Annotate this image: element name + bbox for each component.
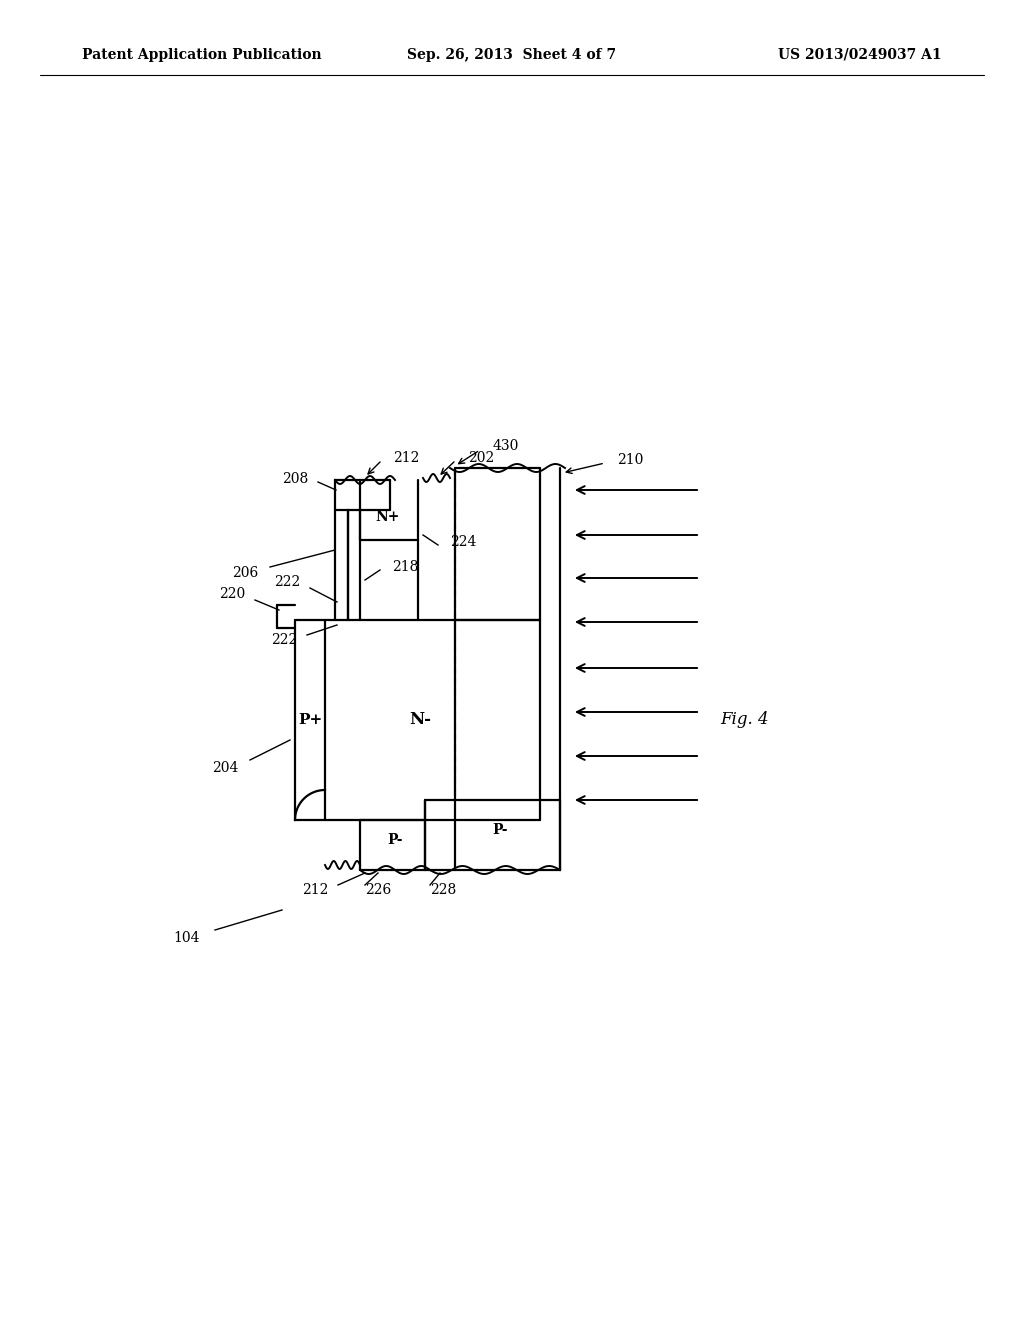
Text: 220: 220 [219, 587, 245, 601]
Text: 224: 224 [450, 535, 476, 549]
Text: 206: 206 [231, 566, 258, 579]
Text: 104: 104 [173, 931, 200, 945]
Text: P-: P- [493, 822, 508, 837]
Text: Fig. 4: Fig. 4 [720, 711, 769, 729]
Text: 212: 212 [302, 883, 328, 898]
Text: N-: N- [409, 711, 431, 729]
Text: 208: 208 [282, 473, 308, 486]
Text: 210: 210 [617, 453, 643, 467]
Text: Sep. 26, 2013  Sheet 4 of 7: Sep. 26, 2013 Sheet 4 of 7 [408, 48, 616, 62]
Text: 204: 204 [212, 762, 238, 775]
Text: 222: 222 [273, 576, 300, 589]
Text: N+: N+ [376, 510, 400, 524]
Text: 430: 430 [493, 440, 519, 453]
Text: P-: P- [387, 833, 402, 847]
Text: 228: 228 [430, 883, 457, 898]
Text: 202: 202 [468, 451, 495, 465]
Text: P+: P+ [298, 713, 323, 727]
Text: 226: 226 [365, 883, 391, 898]
Text: 212: 212 [393, 451, 420, 465]
Text: 222: 222 [270, 634, 297, 647]
Text: US 2013/0249037 A1: US 2013/0249037 A1 [778, 48, 942, 62]
Text: Patent Application Publication: Patent Application Publication [82, 48, 322, 62]
Text: 218: 218 [392, 560, 419, 574]
